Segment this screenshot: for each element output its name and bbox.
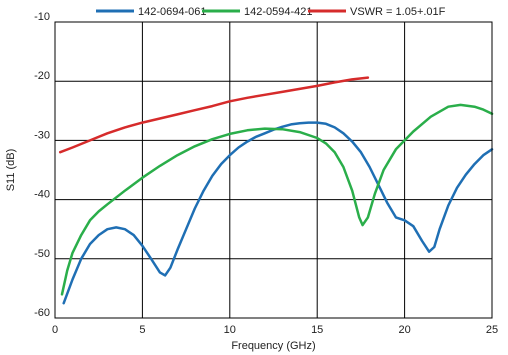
series-layer (58, 76, 494, 305)
y-tick-label: -50 (34, 248, 50, 260)
x-tick-label: 10 (224, 324, 236, 336)
y-tick-labels: -10 -20 -30 -40 -50 -60 (34, 11, 50, 319)
y-tick-label: -60 (34, 307, 50, 319)
x-tick-label: 25 (486, 324, 498, 336)
y-tick-label: -10 (34, 11, 50, 23)
legend-entry: VSWR = 1.05+.01F (308, 6, 446, 18)
y-axis-label: S11 (dB) (5, 149, 17, 192)
x-tick-label: 20 (398, 324, 410, 336)
x-tick-labels: 0 5 10 15 20 25 (52, 324, 498, 336)
x-tick-label: 0 (52, 324, 58, 336)
y-tick-label: -40 (34, 189, 50, 201)
legend-label: VSWR = 1.05+.01F (350, 6, 446, 18)
series-line-2 (60, 103, 494, 296)
legend-entry: 142-0594-421 (202, 6, 313, 18)
x-axis-label: Frequency (GHz) (231, 340, 315, 352)
series-line-1 (62, 121, 494, 305)
grid (55, 22, 492, 318)
series-line-3 (58, 76, 370, 154)
x-tick-label: 15 (311, 324, 323, 336)
legend-entry: 142-0694-061 (96, 6, 207, 18)
x-tick-label: 5 (139, 324, 145, 336)
legend-label: 142-0594-421 (244, 6, 313, 18)
y-tick-label: -20 (34, 70, 50, 82)
y-tick-label: -30 (34, 129, 50, 141)
legend-label: 142-0694-061 (138, 6, 207, 18)
plot-frame (54, 21, 493, 319)
legend: 142-0694-061 142-0594-421 VSWR = 1.05+.01F (96, 6, 446, 18)
